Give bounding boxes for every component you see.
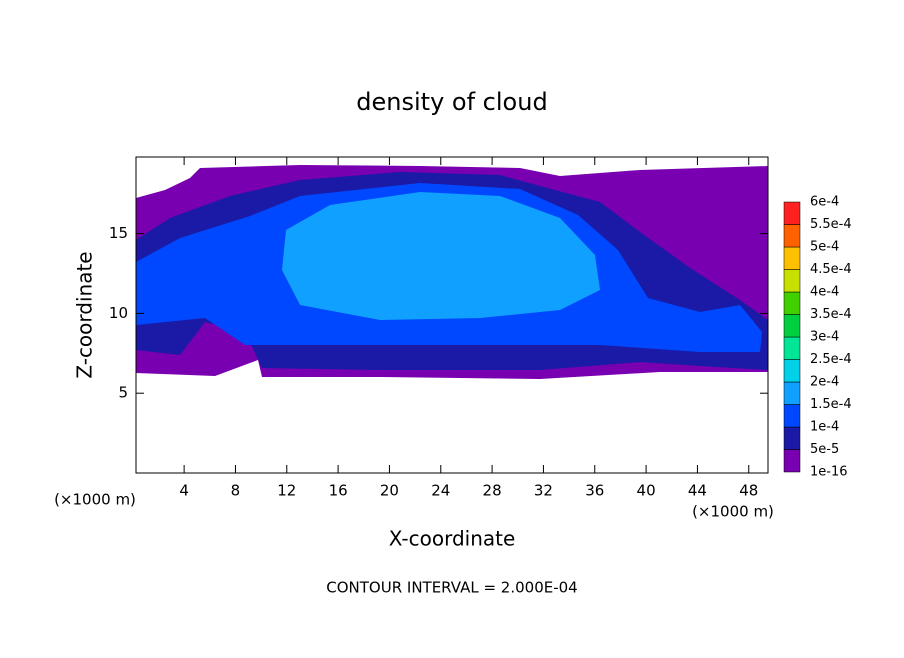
colorbar-label: 2.5e-4 [810,352,852,367]
colorbar-box [783,201,801,225]
colorbar-label: 2e-4 [810,375,839,390]
colorbar-box [783,291,801,315]
colorbar-label: 4.5e-4 [810,262,852,277]
y-tick-label: 5 [118,384,128,402]
colorbar-box [783,381,801,405]
contour-field [136,165,768,379]
colorbar-box [783,314,801,338]
colorbar-label: 3.5e-4 [810,307,852,322]
contour-note: CONTOUR INTERVAL = 2.000E-04 [326,579,577,597]
plot-frame [135,156,769,474]
x-tick-label: 28 [483,482,502,500]
x-tick-label: 36 [585,482,604,500]
colorbar-label: 4e-4 [810,285,839,300]
x-tick-label: 32 [534,482,553,500]
colorbar-label: 5.5e-4 [810,217,852,232]
colorbar-label: 5e-5 [810,442,839,457]
x-tick-label: 12 [277,482,296,500]
colorbar-box [783,336,801,360]
colorbar-box [783,246,801,270]
x-unit: (×1000 m) [692,503,774,521]
colorbar-box [783,359,801,383]
y-tick-label: 10 [109,304,128,322]
colorbar-label: 1e-16 [810,465,848,480]
x-tick-label: 20 [380,482,399,500]
colorbar-label: 6e-4 [810,195,839,210]
y-tick-label: 15 [109,224,128,242]
x-axis-label: X-coordinate [389,527,516,551]
x-tick-label: 48 [739,482,758,500]
colorbar-box [783,426,801,450]
x-tick-label: 16 [329,482,348,500]
colorbar-label: 1.5e-4 [810,397,852,412]
x-tick-label: 44 [688,482,707,500]
x-tick-label: 8 [231,482,241,500]
colorbar-box [783,269,801,293]
colorbar-box [783,224,801,248]
y-axis-label: Z-coordinate [73,251,97,378]
colorbar-label: 3e-4 [810,330,839,345]
colorbar-box [783,449,801,473]
contour-region [282,192,600,320]
chart-title: density of cloud [356,88,547,116]
colorbar-label: 1e-4 [810,420,839,435]
x-tick-label: 24 [431,482,450,500]
x-tick-label: 40 [637,482,656,500]
y-unit: (×1000 m) [54,491,136,509]
colorbar-box [783,404,801,428]
x-tick-label: 4 [179,482,189,500]
colorbar-label: 5e-4 [810,240,839,255]
